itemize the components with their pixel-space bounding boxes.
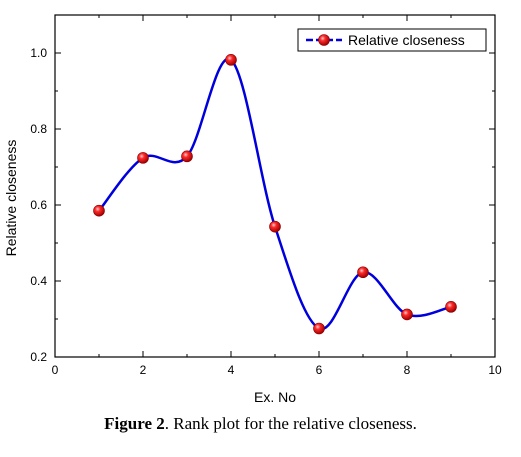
data-point xyxy=(357,266,369,279)
legend-label: Relative closeness xyxy=(348,32,465,48)
data-point xyxy=(445,301,457,313)
y-tick-label: 0.6 xyxy=(30,198,47,212)
series-line xyxy=(98,57,452,331)
x-tick-label: 2 xyxy=(140,363,147,377)
plot-frame xyxy=(54,14,496,358)
x-tick-label: 4 xyxy=(228,363,235,377)
data-point xyxy=(181,150,193,163)
x-tick-label: 0 xyxy=(52,363,59,377)
y-axis-title: Relative closeness xyxy=(3,140,19,257)
data-point xyxy=(137,152,149,164)
y-tick-label: 1.0 xyxy=(30,46,47,60)
x-tick-label: 6 xyxy=(316,363,323,377)
figure-label: Figure 2 xyxy=(104,414,165,433)
x-axis-title: Ex. No xyxy=(254,389,296,405)
rank-plot-chart: 0 2 4 6 8 10 0.2 0.4 0.6 0.8 1.0 Relative closeness… xyxy=(3,14,502,405)
caption-text: . Rank plot for the relative closeness. xyxy=(164,414,417,433)
data-point xyxy=(225,54,237,66)
y-tick-label: 0.8 xyxy=(30,122,47,136)
legend-box xyxy=(297,28,487,52)
x-tick-label: 10 xyxy=(488,363,502,377)
y-tick-label: 0.2 xyxy=(30,350,47,364)
x-tick-label: 8 xyxy=(404,363,411,377)
data-point xyxy=(93,204,105,217)
data-point xyxy=(269,220,281,233)
data-point xyxy=(401,308,413,321)
figure-caption: Figure 2. Rank plot for the relative clo… xyxy=(0,414,521,434)
y-tick-label: 0.4 xyxy=(30,274,47,288)
data-point xyxy=(313,322,325,335)
plot-area: 0 2 4 6 8 10 0.2 0.4 0.6 0.8 1.0 Relative closeness xyxy=(30,14,502,377)
legend-marker-sample xyxy=(318,34,330,46)
